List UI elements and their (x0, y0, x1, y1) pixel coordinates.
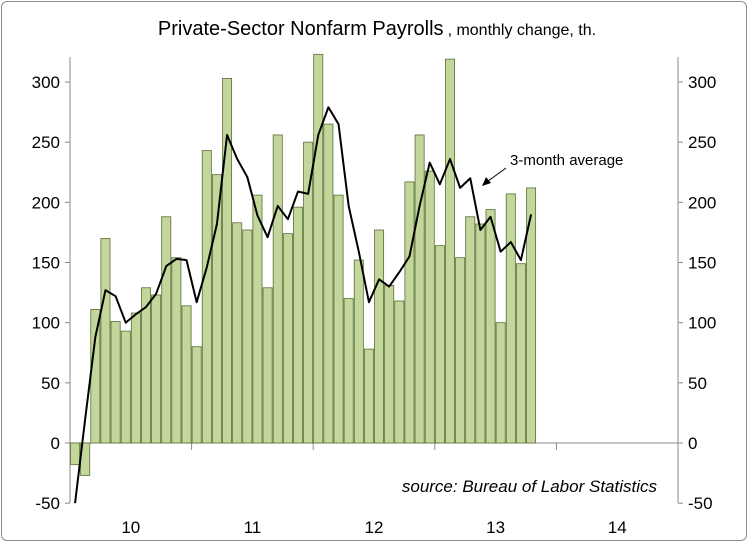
y-tick-label-right: 150 (688, 254, 716, 273)
bar (141, 287, 151, 444)
bar (110, 321, 121, 444)
bar (363, 348, 374, 444)
bar (201, 150, 212, 444)
x-tick-label: 11 (244, 518, 262, 537)
y-tick-label-left: 50 (41, 374, 60, 393)
bar (445, 58, 455, 444)
y-tick-label-left: 0 (51, 434, 60, 453)
bar (211, 174, 222, 444)
bar (465, 216, 476, 444)
y-tick-label-right: 250 (688, 133, 716, 152)
bar (374, 229, 385, 444)
bar (313, 53, 324, 444)
x-tick-label: 12 (365, 518, 384, 537)
x-tick-label: 14 (608, 518, 627, 537)
bar (515, 263, 526, 444)
y-tick-label-left: -50 (35, 494, 60, 513)
y-tick-label-left: 200 (32, 193, 60, 212)
bar (526, 187, 537, 444)
bar (414, 134, 425, 444)
bar (130, 312, 141, 444)
axes-group (65, 57, 683, 504)
y-tick-label-right: -50 (688, 494, 713, 513)
y-tick-label-left: 150 (32, 254, 60, 273)
bar (495, 322, 506, 444)
y-tick-label-right: 100 (688, 314, 716, 333)
bar (384, 284, 395, 444)
bar (475, 223, 486, 444)
bar (333, 194, 344, 444)
source-note: source: Bureau of Labor Statistics (402, 477, 658, 496)
chart-title-sub: , (448, 22, 457, 39)
line-3-month-average (74, 106, 533, 504)
bar (434, 245, 445, 444)
bar (455, 257, 466, 444)
chart-title: Private-Sector Nonfarm Payrolls, monthly… (158, 18, 596, 40)
bar (171, 257, 182, 444)
y-tick-label-left: 300 (32, 73, 60, 92)
line-series-group (74, 106, 533, 504)
bar (242, 229, 253, 444)
y-tick-label-right: 300 (688, 73, 716, 92)
y-tick-label-left: 100 (32, 314, 60, 333)
bar (181, 305, 192, 444)
bar (191, 346, 202, 444)
annotation-arrowhead (482, 177, 491, 186)
chart-title-main: Private-Sector Nonfarm Payrolls (158, 18, 444, 40)
bar (151, 294, 162, 444)
bar (404, 181, 415, 444)
bar (252, 194, 263, 444)
bar (282, 233, 293, 444)
line-annotation: 3-month average (510, 152, 623, 169)
y-tick-label-right: 200 (688, 193, 716, 212)
x-tick-label: 13 (486, 518, 505, 537)
bar (323, 123, 334, 444)
bar (120, 330, 131, 444)
bar (262, 287, 273, 444)
bar (232, 222, 243, 444)
bar (303, 141, 314, 444)
bar (90, 309, 101, 444)
bar (222, 77, 233, 444)
y-tick-label-left: 250 (32, 133, 60, 152)
bar (424, 170, 435, 444)
bar (100, 238, 111, 444)
bar (272, 134, 283, 444)
bar (293, 206, 303, 444)
y-tick-label-right: 50 (688, 374, 707, 393)
y-tick-label-right: 0 (688, 434, 697, 453)
bar (394, 300, 405, 444)
bar-series (70, 53, 537, 476)
bar (161, 216, 172, 444)
x-tick-label: 10 (121, 518, 140, 537)
bar (485, 209, 496, 444)
bar (505, 193, 516, 444)
chart-subtitle: monthly change, th. (456, 22, 596, 39)
tick-labels: -50 -50 0 0 50 50 100 100 150 150 200 200 250 250 300 3… (32, 73, 717, 537)
bar (343, 298, 354, 444)
bar (70, 442, 81, 466)
bar (353, 259, 364, 444)
